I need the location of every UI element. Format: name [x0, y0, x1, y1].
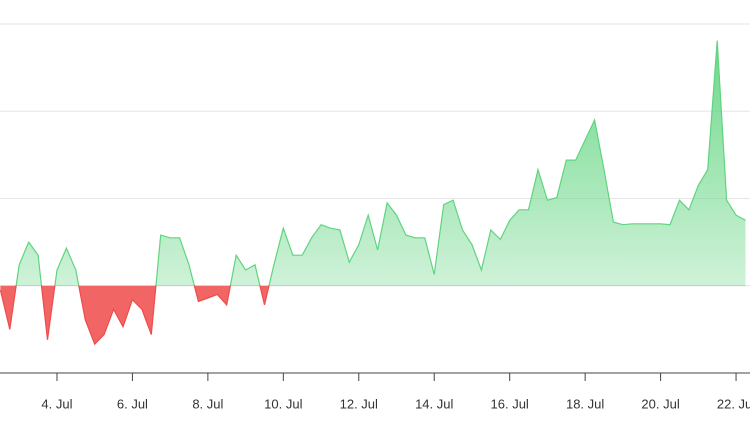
x-tick-label: 20. Jul — [641, 396, 679, 411]
x-tick-label: 12. Jul — [340, 396, 378, 411]
x-tick-label: 8. Jul — [192, 396, 223, 411]
x-tick-label: 18. Jul — [566, 396, 604, 411]
area — [0, 40, 746, 345]
x-tick-label: 22. Jul — [717, 396, 750, 411]
line — [0, 40, 746, 346]
x-tick-label: 4. Jul — [41, 396, 72, 411]
x-tick-label: 14. Jul — [415, 396, 453, 411]
x-tick-label: 10. Jul — [264, 396, 302, 411]
x-tick-label: 16. Jul — [491, 396, 529, 411]
x-tick-label: 6. Jul — [117, 396, 148, 411]
